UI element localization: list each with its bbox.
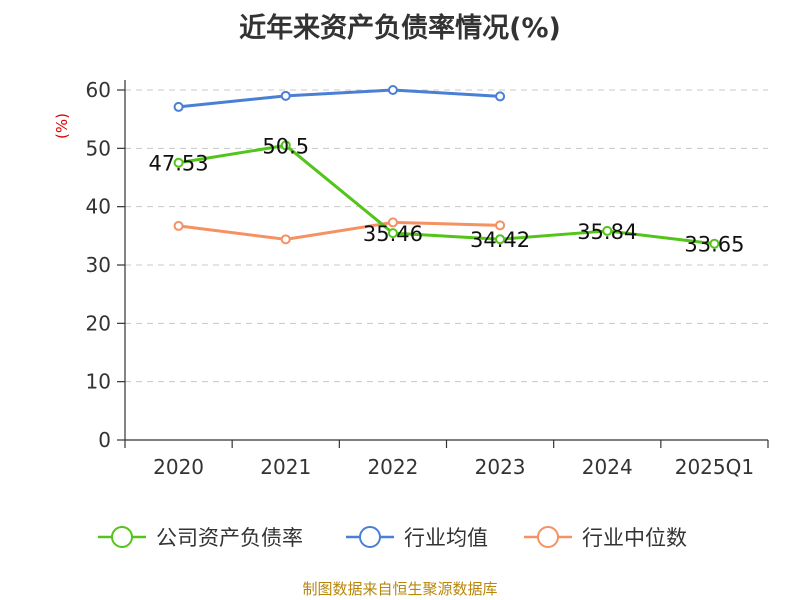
y-tick-label: 30 bbox=[86, 253, 111, 277]
y-axis-label: (%) bbox=[53, 113, 71, 139]
x-tick-label: 2022 bbox=[367, 455, 418, 479]
grid-lines bbox=[125, 89, 768, 383]
series-layer bbox=[173, 85, 720, 249]
x-tick-label: 2023 bbox=[475, 455, 526, 479]
legend-label[interactable]: 行业均值 bbox=[404, 526, 488, 550]
data-point[interactable] bbox=[173, 157, 184, 168]
legend-label[interactable]: 公司资产负债率 bbox=[156, 526, 303, 550]
data-label: 35.46 bbox=[363, 222, 423, 246]
data-point[interactable] bbox=[495, 91, 506, 102]
data-labels: 47.53 50.5 35.46 34.42 35.84 33.65 bbox=[149, 134, 745, 256]
data-label: 35.84 bbox=[577, 220, 637, 244]
legend-marker bbox=[537, 526, 559, 548]
x-tick-label: 2025Q1 bbox=[675, 455, 754, 479]
data-point[interactable] bbox=[280, 234, 291, 245]
data-point[interactable] bbox=[280, 90, 291, 101]
source-note: 制图数据来自恒生聚源数据库 bbox=[302, 580, 498, 598]
y-tick-label: 50 bbox=[86, 136, 111, 160]
data-point[interactable] bbox=[173, 220, 184, 231]
data-point[interactable] bbox=[495, 220, 506, 231]
axes: 0 10 20 30 40 50 60 2020 2021 2022 2023 2024 2025Q1 (… bbox=[53, 78, 769, 479]
y-tick-label: 60 bbox=[86, 78, 111, 102]
data-point[interactable] bbox=[387, 85, 398, 95]
data-point[interactable] bbox=[602, 225, 613, 236]
data-point[interactable] bbox=[387, 217, 398, 228]
data-point[interactable] bbox=[173, 101, 184, 112]
legend-marker bbox=[359, 526, 381, 548]
legend-label[interactable]: 行业中位数 bbox=[582, 526, 687, 550]
data-label: 47.53 bbox=[149, 152, 209, 176]
y-tick-label: 20 bbox=[86, 311, 111, 335]
y-tick-label: 40 bbox=[86, 195, 111, 219]
x-tick-label: 2021 bbox=[260, 455, 311, 479]
legend-marker bbox=[111, 526, 133, 548]
legend: 公司资产负债率 行业均值 行业中位数 bbox=[98, 526, 687, 550]
series-line bbox=[178, 143, 715, 246]
y-tick-label: 10 bbox=[86, 370, 111, 394]
data-point[interactable] bbox=[280, 140, 291, 151]
data-label: 33.65 bbox=[684, 233, 744, 257]
series-line bbox=[178, 88, 501, 109]
series-line bbox=[178, 220, 501, 241]
data-label: 50.5 bbox=[262, 134, 309, 158]
y-tick-label: 0 bbox=[98, 428, 111, 452]
x-tick-label: 2024 bbox=[582, 455, 633, 479]
x-tick-label: 2020 bbox=[153, 455, 204, 479]
data-point[interactable] bbox=[387, 228, 398, 239]
chart-title: 近年来资产负债率情况(%) bbox=[239, 13, 561, 44]
data-point[interactable] bbox=[709, 238, 720, 249]
data-label: 34.42 bbox=[470, 228, 530, 252]
data-point[interactable] bbox=[495, 234, 506, 245]
